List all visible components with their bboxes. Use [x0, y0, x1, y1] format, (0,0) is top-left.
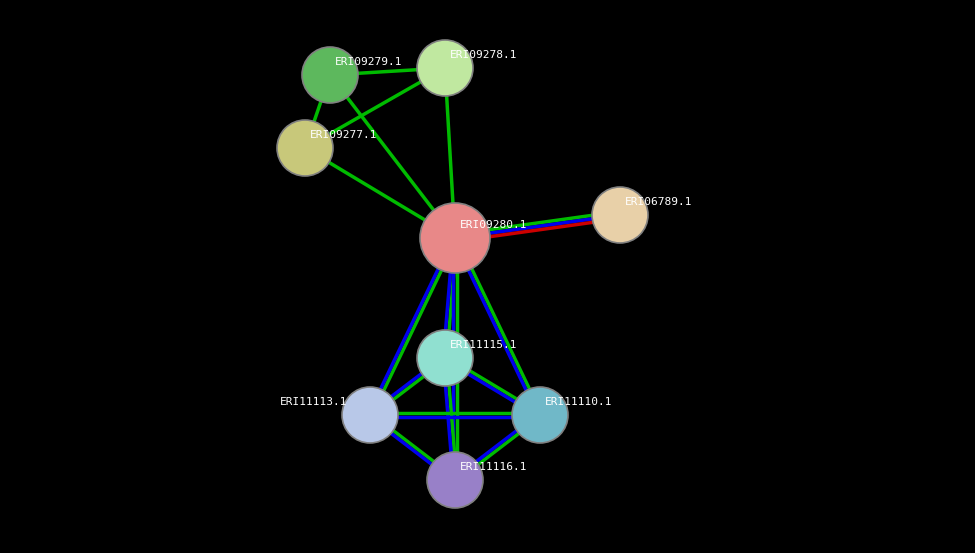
Circle shape	[512, 387, 568, 443]
Text: ERI09277.1: ERI09277.1	[310, 130, 377, 140]
Text: ERI06789.1: ERI06789.1	[625, 197, 692, 207]
Circle shape	[417, 40, 473, 96]
Text: ERI11113.1: ERI11113.1	[280, 397, 347, 407]
Circle shape	[420, 203, 490, 273]
Text: ERI11116.1: ERI11116.1	[460, 462, 527, 472]
Text: ERI09279.1: ERI09279.1	[335, 57, 403, 67]
Text: ERI11115.1: ERI11115.1	[450, 340, 518, 350]
Text: ERI11110.1: ERI11110.1	[545, 397, 612, 407]
Circle shape	[277, 120, 333, 176]
Text: ERI09280.1: ERI09280.1	[460, 220, 527, 230]
Text: ERI09278.1: ERI09278.1	[450, 50, 518, 60]
Circle shape	[592, 187, 648, 243]
Circle shape	[342, 387, 398, 443]
Circle shape	[427, 452, 483, 508]
Circle shape	[302, 47, 358, 103]
Circle shape	[417, 330, 473, 386]
